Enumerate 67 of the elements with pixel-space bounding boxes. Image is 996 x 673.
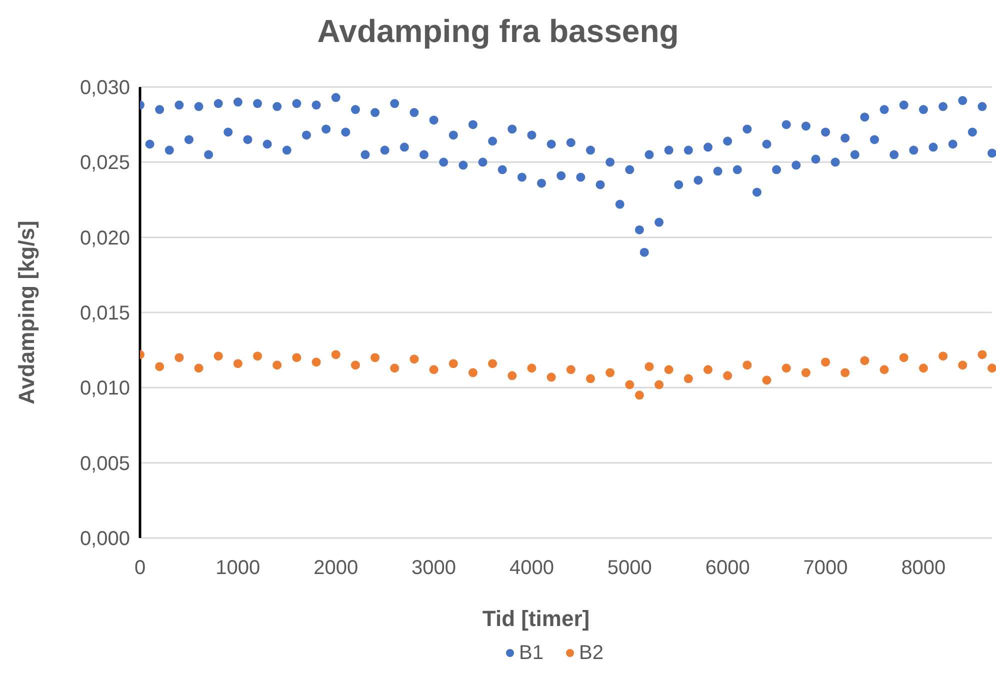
point xyxy=(606,368,615,378)
point xyxy=(508,371,517,380)
point xyxy=(801,368,810,378)
x-tick-label: 1000 xyxy=(216,557,260,579)
point xyxy=(704,365,712,374)
point xyxy=(194,364,204,373)
point xyxy=(654,380,664,390)
legend-label: B2 xyxy=(579,642,604,664)
point xyxy=(272,360,282,370)
point xyxy=(918,364,928,373)
point xyxy=(821,358,830,367)
point xyxy=(742,360,752,370)
point xyxy=(253,352,262,361)
x-tick-label: 2000 xyxy=(314,557,358,579)
point xyxy=(527,364,536,373)
point xyxy=(546,372,556,382)
x-tick-label: 8000 xyxy=(901,557,946,579)
x-tick-label: 6000 xyxy=(705,557,750,579)
y-tick-label: 0,000 xyxy=(80,528,130,550)
point xyxy=(988,364,996,373)
point xyxy=(634,390,644,400)
point xyxy=(155,362,164,372)
y-tick-label: 0,025 xyxy=(80,152,130,174)
x-axis-title: Tid [timer] xyxy=(482,606,590,631)
point xyxy=(488,359,498,368)
y-tick-label: 0,010 xyxy=(80,378,130,400)
point xyxy=(448,359,458,368)
y-tick-label: 0,005 xyxy=(80,452,130,475)
point xyxy=(625,380,634,390)
point xyxy=(586,374,595,384)
point xyxy=(174,353,184,362)
point xyxy=(390,364,400,373)
point xyxy=(566,365,576,374)
point xyxy=(978,350,987,360)
point xyxy=(350,360,360,370)
point xyxy=(292,353,302,362)
y-tick-label: 0,015 xyxy=(80,302,130,324)
point xyxy=(370,353,380,362)
point xyxy=(958,360,968,370)
point xyxy=(840,368,850,378)
x-tick-label: 5000 xyxy=(607,557,652,579)
point xyxy=(214,352,223,361)
x-tick-label: 3000 xyxy=(412,557,456,579)
point xyxy=(331,350,340,360)
x-tick-label: 7000 xyxy=(803,557,848,579)
point xyxy=(899,353,908,362)
point xyxy=(762,376,772,385)
point xyxy=(684,374,693,384)
point xyxy=(664,365,674,374)
point xyxy=(782,364,791,373)
point xyxy=(468,368,478,378)
point xyxy=(880,365,889,374)
x-tick-label: 4000 xyxy=(509,557,554,579)
legend-label: B1 xyxy=(519,642,544,664)
point xyxy=(860,356,870,366)
point xyxy=(429,365,438,374)
y-tick-label: 0,030 xyxy=(80,77,130,99)
point xyxy=(312,358,321,367)
chart-title: Avdamping fra basseng xyxy=(317,13,679,49)
point xyxy=(644,362,654,372)
point xyxy=(410,354,419,364)
point xyxy=(723,371,732,380)
point xyxy=(938,352,948,361)
x-tick-label: 0 xyxy=(134,557,146,579)
point xyxy=(233,359,242,368)
y-axis-title: Avdamping [kg/s] xyxy=(14,220,39,404)
y-tick-label: 0,020 xyxy=(80,227,130,250)
